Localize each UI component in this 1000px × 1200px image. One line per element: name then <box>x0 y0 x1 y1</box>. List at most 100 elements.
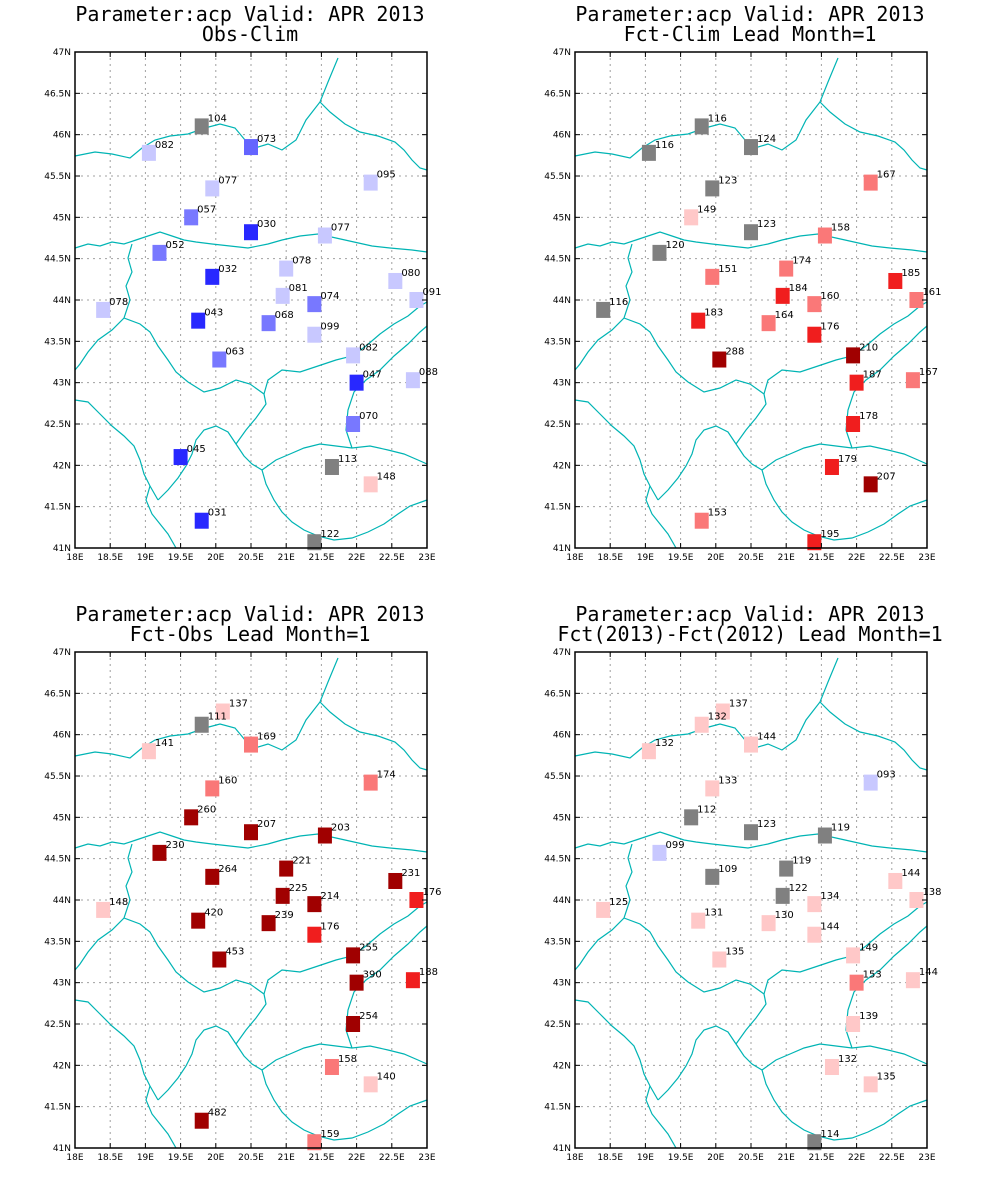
station-marker <box>141 743 156 760</box>
station-marker <box>141 144 156 161</box>
country-border <box>623 317 765 395</box>
station-value: 420 <box>204 908 223 919</box>
station-value: 116 <box>609 297 628 308</box>
station-marker <box>346 347 361 364</box>
station-value: 144 <box>919 967 938 978</box>
station-marker <box>244 736 258 753</box>
station-value: 390 <box>363 970 382 981</box>
y-tick-label: 42N <box>553 1061 571 1071</box>
station-marker <box>846 347 861 364</box>
country-border <box>574 657 839 759</box>
station-marker <box>909 892 924 908</box>
station-value: 239 <box>275 910 294 921</box>
station-marker <box>712 351 727 368</box>
x-tick-label: 18E <box>66 1153 83 1163</box>
station-marker <box>712 951 727 968</box>
station-marker <box>349 374 364 391</box>
station-marker <box>405 372 420 389</box>
station-marker <box>824 458 839 475</box>
country-border <box>574 231 928 253</box>
station-marker <box>684 209 699 226</box>
station-marker <box>307 926 322 943</box>
y-tick-label: 43.5N <box>44 337 71 347</box>
station-value: 139 <box>859 1011 878 1022</box>
country-border <box>761 469 928 541</box>
country-border <box>623 917 765 995</box>
station-marker <box>409 892 424 908</box>
station-marker <box>863 1076 878 1093</box>
station-marker <box>846 416 861 432</box>
station-value: 077 <box>218 175 237 186</box>
y-tick-label: 41N <box>53 544 71 554</box>
station-value: 131 <box>704 908 723 919</box>
country-border <box>74 399 159 501</box>
station-marker <box>215 703 230 720</box>
country-border <box>819 701 928 771</box>
station-value: 123 <box>757 219 776 230</box>
map-subtitle: Fct-Obs Lead Month=1 <box>129 622 371 646</box>
x-tick-label: 18.5E <box>597 553 623 563</box>
station-value: 123 <box>757 819 776 830</box>
station-marker <box>346 1016 361 1032</box>
station-marker <box>807 296 822 313</box>
station-value: 125 <box>609 897 628 908</box>
station-marker <box>405 972 420 989</box>
x-tick-label: 19E <box>637 553 654 563</box>
y-tick-label: 43N <box>553 979 571 989</box>
x-tick-label: 20.5E <box>738 553 764 563</box>
y-tick-label: 43N <box>553 379 571 389</box>
x-tick-label: 20.5E <box>738 1153 764 1163</box>
station-value: 254 <box>359 1011 378 1022</box>
station-marker <box>205 868 220 885</box>
x-tick-label: 23E <box>918 553 935 563</box>
station-marker <box>317 227 332 244</box>
station-marker <box>596 901 611 918</box>
y-tick-label: 44N <box>553 896 571 906</box>
station-value: 179 <box>838 454 857 465</box>
station-marker <box>761 315 776 332</box>
country-border <box>157 425 263 501</box>
station-marker <box>775 287 790 304</box>
station-marker <box>807 926 822 943</box>
station-value: 158 <box>831 223 850 234</box>
station-marker <box>863 774 878 791</box>
y-tick-label: 45N <box>553 813 571 823</box>
station-marker <box>152 244 167 261</box>
country-border <box>74 57 339 159</box>
station-value: 063 <box>225 347 244 358</box>
station-value: 068 <box>275 310 294 321</box>
station-marker <box>191 312 206 329</box>
map-subtitle: Fct(2013)-Fct(2012) Lead Month=1 <box>557 622 943 646</box>
station-marker <box>744 139 758 156</box>
x-tick-label: 18.5E <box>597 1153 623 1163</box>
station-value: 082 <box>155 140 174 151</box>
map-subtitle: Fct-Clim Lead Month=1 <box>623 22 877 46</box>
station-marker <box>307 1134 322 1151</box>
station-value: 207 <box>877 471 896 482</box>
x-tick-label: 23E <box>418 553 435 563</box>
x-tick-label: 18E <box>566 553 583 563</box>
y-tick-label: 44N <box>53 296 71 306</box>
station-marker <box>363 774 378 791</box>
country-border <box>657 425 763 501</box>
x-tick-label: 22E <box>348 1153 365 1163</box>
station-marker <box>863 476 878 493</box>
y-tick-label: 42.5N <box>44 420 71 430</box>
x-tick-label: 19.5E <box>668 1153 694 1163</box>
station-marker <box>705 868 720 885</box>
station-value: 124 <box>757 134 776 145</box>
station-marker <box>694 716 709 733</box>
map-panel-fct-clim: Parameter:acp Valid: APR 2013 Fct-Clim L… <box>500 0 1000 600</box>
station-value: 132 <box>708 712 727 723</box>
x-tick-label: 21.5E <box>309 553 335 563</box>
station-value: 160 <box>820 291 839 302</box>
station-value: 045 <box>187 444 206 455</box>
country-border <box>235 393 267 445</box>
station-value: 082 <box>359 342 378 353</box>
station-marker <box>184 809 199 826</box>
station-marker <box>641 144 656 161</box>
map-panel-fct-diff: Parameter:acp Valid: APR 2013 Fct(2013)-… <box>500 600 1000 1200</box>
station-marker <box>691 312 706 329</box>
y-tick-label: 42.5N <box>44 1020 71 1030</box>
y-tick-label: 43N <box>53 979 71 989</box>
